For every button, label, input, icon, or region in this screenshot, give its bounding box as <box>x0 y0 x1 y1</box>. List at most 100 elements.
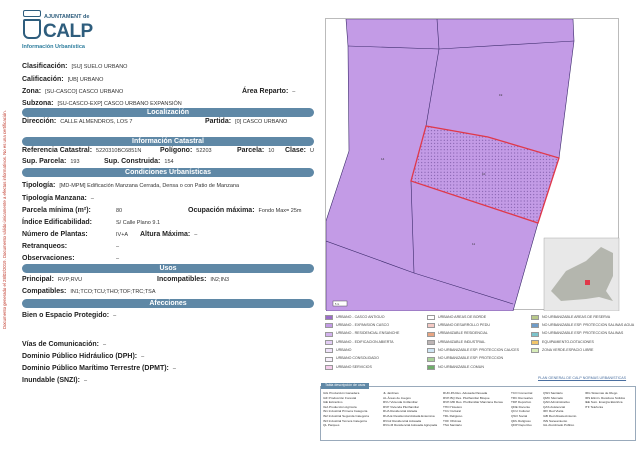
numero-plantas: Número de Plantas: IV+A <box>22 231 129 238</box>
direccion: Dirección: CALLE ALMENDROS, LOS 7 <box>22 118 133 125</box>
observaciones: Observaciones: – <box>22 255 120 262</box>
uses-entry: IRV Red Viaria <box>543 409 564 414</box>
retranqueos: Retranqueos: – <box>22 243 120 250</box>
uses-entry: QMC Mercado <box>543 395 564 400</box>
parcel-boundary <box>325 240 514 305</box>
uses-entry: TRL Religioso <box>443 413 463 418</box>
scale-bar <box>332 300 348 307</box>
legend-label: URBANO SERVICIOS <box>336 364 372 369</box>
legend-label: URBANIZABLE INDUSTRIAL <box>438 339 486 344</box>
legend-item: NO URBANIZABLE ESP. PROTECCION <box>427 356 503 362</box>
uses-entry: TRC Recreativo <box>511 395 534 400</box>
legend-item: URBANO SERVICIOS <box>325 364 372 370</box>
calp-logo: AJUNTAMENT de CALP Información Urbanísti… <box>21 10 101 55</box>
uses-entry: QAD Administrativo <box>543 400 570 405</box>
legend-swatch <box>531 348 539 354</box>
tipologia: Tipología: [MD-MPM] Edificación Manzana C… <box>22 182 240 189</box>
legend-label: NO URBANIZABLE ESP. PROTECCION CAUCES <box>438 347 520 352</box>
uses-entry: IN3 Industrial Tercera Categoría <box>323 418 367 423</box>
uses-entry: RVP-MD Res. Plurifamiliar Manzana Densa <box>443 400 503 405</box>
scale-label: 5 m <box>335 303 339 306</box>
uses-entry: ITF Telefonía <box>585 404 603 409</box>
parcel-map[interactable]: 19 14 10 11 5 m <box>325 18 620 312</box>
uses-entry: TDP Deportivo <box>511 400 532 405</box>
logo-ajuntament: AJUNTAMENT de <box>44 14 90 20</box>
location-marker <box>585 280 590 285</box>
location-inset <box>543 237 620 312</box>
legend-label: URBANO <box>336 347 352 352</box>
uses-entry: IAE Extractivo <box>323 400 343 405</box>
legend-swatch <box>427 356 435 362</box>
plan-general-link[interactable]: PLAN GENERAL DE CALP NORMAS URBANISTICAS <box>538 376 627 380</box>
legend-item: EQUIPAMIENTO-DOTACIONES <box>531 339 594 345</box>
uses-entry: IRG Sistemas de Riego <box>585 391 618 395</box>
poligono: Polígono: 52203 <box>160 147 212 154</box>
legend-item: URBANO AREAS DE BORDE <box>427 315 486 320</box>
tipologia-manzana: Tipología Manzana: – <box>22 195 94 202</box>
uses-column: QSN Sanitario QMC Mercado QAD Administrati… <box>543 391 576 428</box>
legend-label: URBANO - CASCO ANTIGUO <box>336 314 385 319</box>
parcela-minima: Parcela mínima (m²): 80 <box>22 207 123 214</box>
uses-entry: QDP Deportivo <box>511 423 532 428</box>
uses-table-title: Tabla descripción de usos <box>321 383 370 389</box>
legend-swatch <box>325 364 333 370</box>
legend-label: URBANO - EXPANSION CASCO <box>336 323 390 327</box>
dph: Dominio Público Hidráulico (DPH): – <box>22 353 145 360</box>
usos-compatibles: Compatibles: IN1;TCO;TCU;THO;TOF;TRC;TSA <box>22 288 156 295</box>
legend-label: URBANO DESARROLLO PEDU <box>438 323 490 327</box>
legend-item: NO URBANIZABLE ESP. PROTECCION CAUCES <box>427 347 520 354</box>
uses-column: TCO Comercial TRC Recreativo TDP Deportivo… <box>511 391 533 428</box>
uses-table: Tabla descripción de usos IAG Producción… <box>320 383 636 441</box>
uses-entry: QAS Asistencial <box>543 404 566 409</box>
uses-entry: IAF Producción Forestal <box>323 395 357 400</box>
uses-entry: IGA Producción Agrícola <box>323 404 357 409</box>
legend-item: URBANO - EXPANSION CASCO <box>325 323 390 329</box>
calificacion: Calificación: [UB] URBANO <box>22 76 104 83</box>
uses-entry: RVG2 Residencial Adosada <box>383 418 422 423</box>
partida: Partida: [0] CASCO URBANO <box>205 118 288 125</box>
legend-swatch <box>427 331 435 337</box>
uses-entry: IAL Alumbrado Público <box>543 423 575 428</box>
logo-name: CALP <box>43 21 93 42</box>
uses-entry: RVU Vivienda Unifamiliar <box>383 400 418 405</box>
legend-label: NO URBANIZABLE AREAS DE RESERVA <box>542 314 611 319</box>
legend-label: EQUIPAMIENTO-DOTACIONES <box>542 339 594 344</box>
legend-item: NO URBANIZABLE ESP. PROTECCION SALINAS <box>531 331 624 337</box>
section-catastral: Información Catastral <box>22 137 314 146</box>
altura-maxima: Altura Máxima: – <box>140 231 198 238</box>
section-localizacion: Localización <box>22 108 314 117</box>
usos-incompatibles: Incompatibles: IN2;IN3 <box>157 276 230 283</box>
uses-entry: RUD-PA Res. Adosada Pareada <box>443 391 488 395</box>
legend-label: NO URBANIZABLE ESP. PROTECCION SALINAS <box>542 331 624 336</box>
section-condiciones: Condiciones Urbanísticas <box>22 168 314 177</box>
uses-entry: RVP-BQ Res. Plurifamiliar Bloque <box>443 395 490 400</box>
uses-entry: RUA-E Residencial Aislada Extensiva <box>383 413 435 418</box>
uses-column: IAG Producción Ganadera IAF Producción Fo… <box>323 391 369 428</box>
shield-icon <box>23 19 41 39</box>
parcel-label: 19 <box>499 93 503 97</box>
uses-column: RUD-PA Res. Adosada Pareada RVP-BQ Res. P… <box>443 391 503 428</box>
dpmt: Dominio Público Marítimo Terrestre (DPMT… <box>22 365 176 372</box>
clase: Clase: U <box>285 147 314 154</box>
section-usos: Usos <box>22 264 314 273</box>
uses-entry: QDE Docente <box>511 404 531 409</box>
clasificacion: Clasificación: [SU] SUELO URBANO <box>22 63 128 70</box>
legend-item: URBANO - RESIDENCIAL ENSANCHE <box>325 331 400 337</box>
legend-swatch <box>427 339 435 345</box>
legend-label: URBANO - RESIDENCIAL ENSANCHE <box>336 331 400 336</box>
uses-entry: IN1 Industrial Primera Categoría <box>323 409 368 414</box>
legend-item: URBANO CONSOLIDADO <box>325 356 379 362</box>
legend-label: URBANO CONSOLIDADO <box>336 356 379 361</box>
legend-item: ZONA VERDE-ESPACIO LIBRE <box>531 348 593 354</box>
legend-label: URBANO AREAS DE BORDE <box>438 314 487 319</box>
legend-swatch <box>531 339 539 345</box>
legend-label: NO URBANIZABLE ESP. PROTECCION SALINAS A… <box>542 323 635 327</box>
legend-swatch <box>325 323 333 329</box>
uses-entry: IAB Red Abastecimiento <box>543 413 577 418</box>
uses-column: JL Jardines AL Áreas de Juegos RVU Viviend… <box>383 391 437 428</box>
legend-swatch <box>531 323 539 329</box>
uses-entry: TSA Sanitario <box>443 423 462 428</box>
validity-notice: Documento generado el 28/02/2019. Docume… <box>2 110 7 330</box>
legend-swatch <box>427 364 435 370</box>
parcela: Parcela: 10 <box>237 147 275 154</box>
